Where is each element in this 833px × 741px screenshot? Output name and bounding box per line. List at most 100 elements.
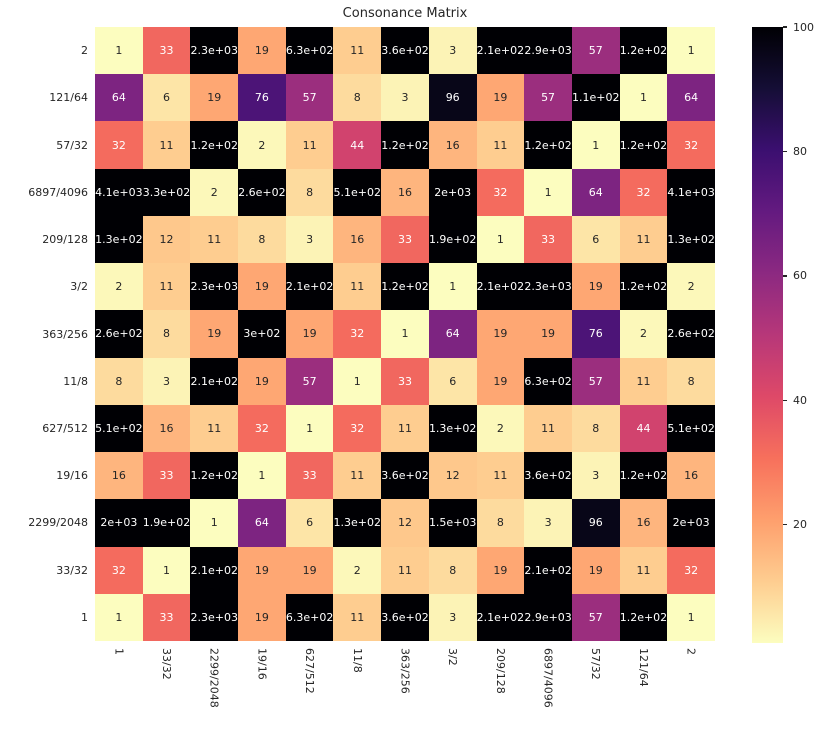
- x-tick-label: 3/2: [429, 648, 477, 738]
- cell-annotation: 2.1e+02: [524, 563, 572, 577]
- cell-annotation: 6: [592, 233, 600, 247]
- heatmap-cell: 1.3e+02: [428, 404, 477, 453]
- cell-annotation: 33: [541, 233, 556, 247]
- cell-annotation: 1: [639, 91, 647, 105]
- cell-annotation: 2: [258, 138, 266, 152]
- cell-annotation: 1: [687, 44, 695, 58]
- heatmap-cell: 19: [238, 27, 286, 75]
- heatmap-cell: 33: [381, 215, 429, 264]
- x-tick-label-text: 363/256: [398, 648, 412, 694]
- cell-annotation: 3: [401, 91, 409, 105]
- y-tick-label: 627/512: [42, 421, 88, 435]
- heatmap-cell: 64: [571, 168, 620, 216]
- heatmap-cell: 33: [142, 452, 191, 500]
- cell-annotation: 2.1e+02: [190, 563, 238, 577]
- heatmap-cell: 64: [238, 499, 286, 547]
- heatmap-cell: 1: [285, 404, 334, 453]
- colorbar-tick-label: 20: [793, 518, 807, 532]
- heatmap-cell: 1.3e+02: [95, 215, 143, 264]
- cell-annotation: 2e+03: [672, 516, 710, 530]
- heatmap-cell: 11: [142, 263, 191, 311]
- y-tick-label: 19/16: [56, 469, 88, 483]
- cell-annotation: 1: [401, 327, 409, 341]
- heatmap-cell: 32: [619, 168, 668, 216]
- heatmap-cell: 32: [333, 310, 382, 358]
- x-tick-label-text: 19/16: [255, 648, 269, 680]
- cell-annotation: 11: [159, 138, 174, 152]
- heatmap-cell: 57: [524, 74, 572, 122]
- heatmap-cell: 12: [142, 215, 191, 264]
- heatmap-cell: 16: [619, 499, 668, 547]
- x-tick-label-text: 2: [684, 648, 698, 655]
- heatmap-cell: 12: [428, 452, 477, 500]
- cell-annotation: 3: [306, 233, 314, 247]
- heatmap-cell: 64: [667, 74, 715, 122]
- heatmap-cell: 5.1e+02: [95, 404, 143, 453]
- cell-annotation: 19: [254, 374, 269, 388]
- cell-annotation: 19: [302, 563, 317, 577]
- heatmap-cell: 2.1e+02: [190, 357, 239, 405]
- cell-annotation: 2: [115, 280, 123, 294]
- heatmap-cell: 3: [142, 357, 191, 405]
- heatmap-cell: 32: [667, 121, 715, 169]
- cell-annotation: 64: [111, 91, 126, 105]
- cell-annotation: 11: [397, 563, 412, 577]
- cell-annotation: 2.1e+02: [476, 44, 525, 58]
- cell-annotation: 1.1e+02: [572, 91, 620, 105]
- heatmap-cell: 4.1e+03: [667, 168, 715, 216]
- cell-annotation: 33: [159, 610, 174, 624]
- heatmap-cell: 2: [476, 404, 525, 453]
- x-tick-label-text: 2299/2048: [207, 648, 221, 708]
- cell-annotation: 44: [636, 421, 651, 435]
- cell-annotation: 11: [636, 233, 651, 247]
- cell-annotation: 96: [588, 516, 603, 530]
- heatmap-cell: 1: [571, 121, 620, 169]
- cell-annotation: 2.6e+02: [667, 327, 715, 341]
- heatmap-cell: 2: [667, 263, 715, 311]
- cell-annotation: 32: [111, 563, 126, 577]
- cell-annotation: 32: [350, 327, 365, 341]
- cell-annotation: 8: [115, 374, 123, 388]
- cell-annotation: 12: [397, 516, 412, 530]
- heatmap-cell: 2: [95, 263, 143, 311]
- colorbar-tick: [783, 399, 787, 402]
- heatmap-cell: 11: [524, 404, 572, 453]
- cell-annotation: 5.1e+02: [333, 185, 382, 199]
- heatmap-cell: 2.1e+02: [285, 263, 334, 311]
- cell-annotation: 1.3e+02: [667, 233, 715, 247]
- y-tick-label: 1: [81, 610, 88, 624]
- y-tick-label: 121/64: [49, 91, 88, 105]
- cell-annotation: 8: [353, 91, 361, 105]
- cell-annotation: 11: [207, 421, 222, 435]
- cell-annotation: 33: [302, 469, 317, 483]
- x-tick-label: 121/64: [620, 648, 668, 738]
- heatmap-cell: 2.6e+02: [95, 310, 143, 358]
- cell-annotation: 8: [449, 563, 457, 577]
- cell-annotation: 2.3e+03: [190, 610, 238, 624]
- heatmap-cell: 1.2e+02: [619, 121, 668, 169]
- x-tick-label: 627/512: [286, 648, 334, 738]
- x-tick-label: 2299/2048: [190, 648, 238, 738]
- y-tick-label: 2: [81, 44, 88, 58]
- cell-annotation: 2.3e+03: [524, 280, 572, 294]
- heatmap-cell: 19: [190, 74, 239, 122]
- heatmap-cell: 19: [524, 310, 572, 358]
- cell-annotation: 19: [588, 280, 603, 294]
- chart-title: Consonance Matrix: [342, 6, 468, 21]
- cell-annotation: 19: [302, 327, 317, 341]
- x-tick-label: 57/32: [572, 648, 620, 738]
- heatmap-cell: 11: [476, 452, 525, 500]
- cell-annotation: 1.9e+02: [142, 516, 191, 530]
- heatmap-cell: 11: [619, 215, 668, 264]
- cell-annotation: 11: [397, 421, 412, 435]
- cell-annotation: 8: [592, 421, 600, 435]
- colorbar-tick-label: 80: [793, 144, 807, 158]
- heatmap-cell: 6: [285, 499, 334, 547]
- heatmap-cell: 2.1e+02: [524, 546, 572, 594]
- cell-annotation: 33: [397, 374, 412, 388]
- cell-annotation: 1: [544, 185, 552, 199]
- heatmap-cell: 2.3e+03: [190, 263, 239, 311]
- colorbar-gradient: [752, 27, 783, 643]
- cell-annotation: 6.3e+02: [285, 44, 334, 58]
- colorbar-tick: [783, 275, 787, 277]
